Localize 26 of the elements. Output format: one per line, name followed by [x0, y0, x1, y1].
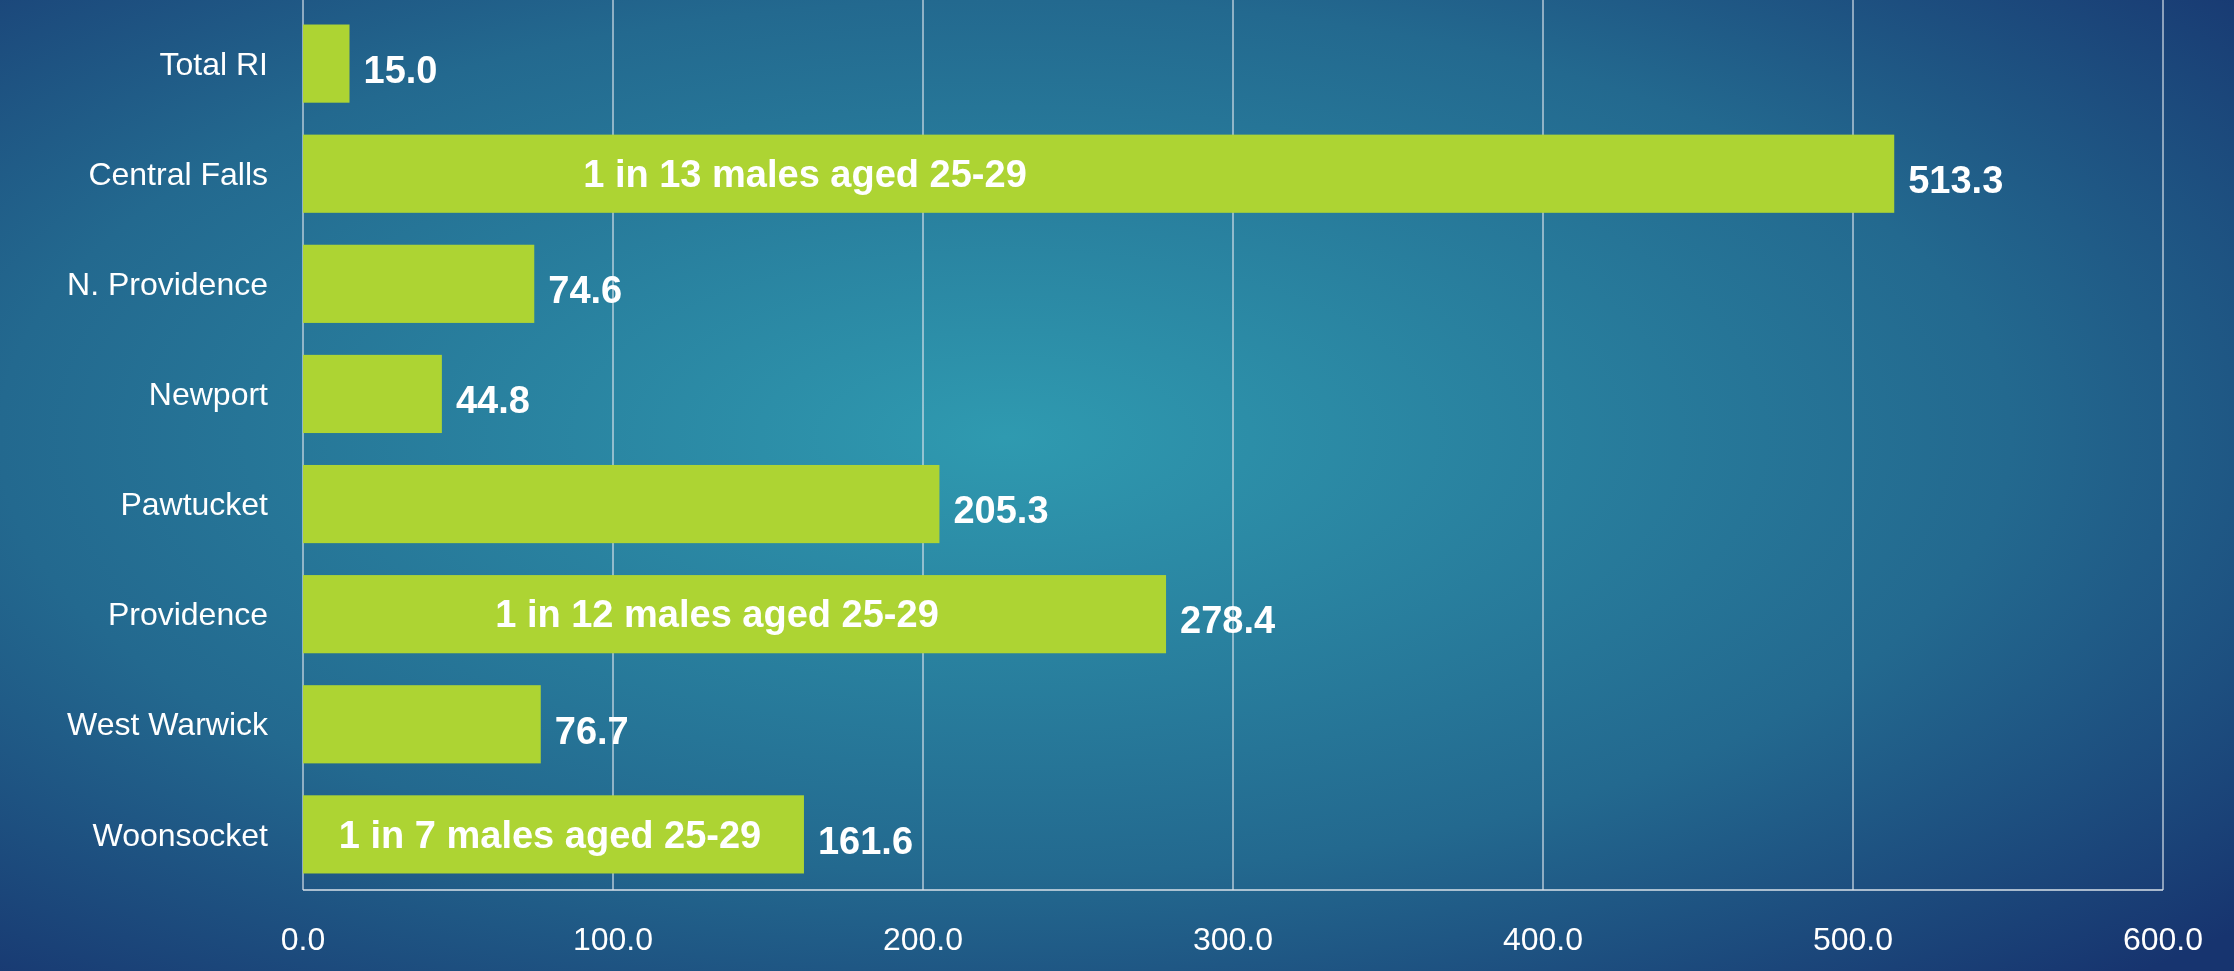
y-tick-label: Total RI — [159, 45, 268, 82]
y-tick-label: West Warwick — [67, 706, 269, 743]
y-tick-label: Woonsocket — [92, 816, 269, 853]
data-label: 15.0 — [363, 48, 438, 91]
x-tick-label: 300.0 — [1192, 921, 1274, 957]
y-tick-label: N. Providence — [67, 266, 268, 303]
data-label: 44.8 — [455, 379, 530, 422]
x-tick-label: 0.0 — [280, 921, 326, 957]
data-label: 278.4 — [1180, 599, 1276, 642]
x-tick-label: 100.0 — [572, 921, 654, 957]
annotation: 1 in 7 males aged 25-29 — [338, 813, 762, 856]
x-tick-label: 400.0 — [1502, 921, 1584, 957]
x-tick-label: 500.0 — [1812, 921, 1894, 957]
y-tick-label: Central Falls — [88, 155, 268, 192]
annotation: 1 in 13 males aged 25-29 — [583, 153, 1027, 196]
annotation: 1 in 12 males aged 25-29 — [495, 593, 939, 636]
data-label: 205.3 — [953, 489, 1049, 532]
data-label: 513.3 — [1908, 159, 2004, 202]
x-tick-label: 600.0 — [2122, 921, 2204, 957]
y-tick-label: Pawtucket — [120, 486, 269, 523]
y-tick-label: Providence — [107, 596, 268, 633]
x-tick-label: 200.0 — [882, 921, 964, 957]
data-label: 76.7 — [554, 709, 629, 752]
data-label: 74.6 — [548, 269, 623, 312]
data-label: 161.6 — [817, 819, 914, 862]
y-tick-label: Newport — [148, 376, 269, 413]
